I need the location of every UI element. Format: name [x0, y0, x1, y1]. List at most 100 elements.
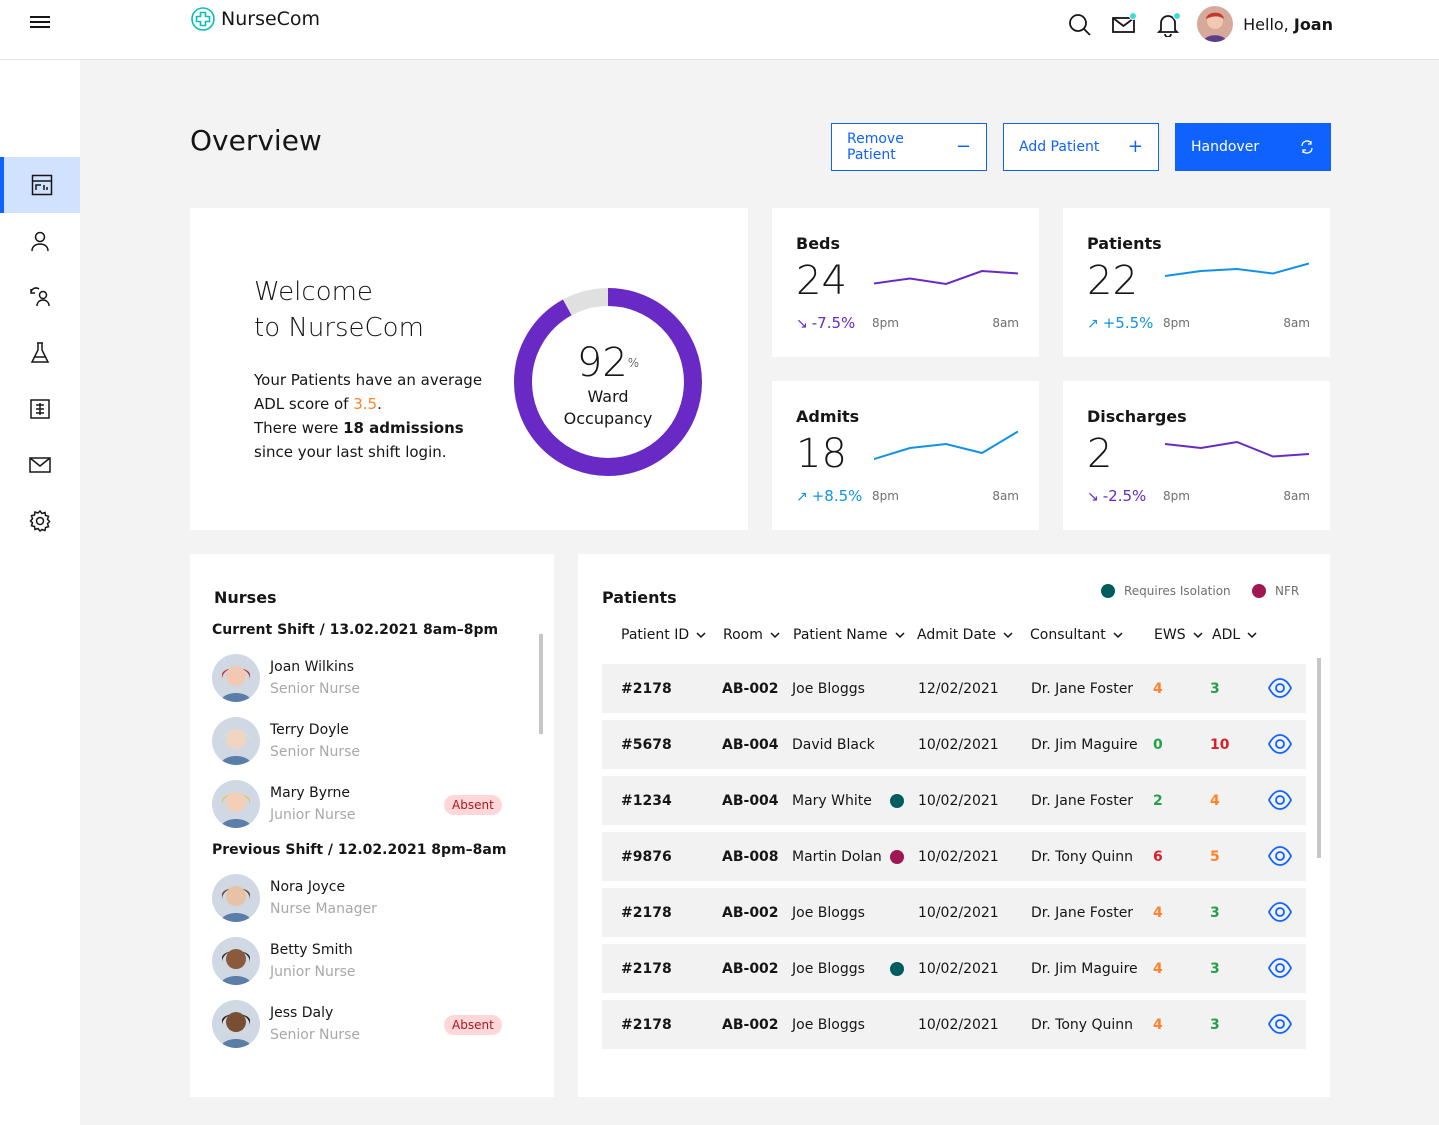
table-row[interactable]: #2178 AB-002 Joe Bloggs 10/02/2021 Dr. J…	[602, 888, 1306, 937]
eye-icon[interactable]	[1267, 789, 1293, 811]
welcome-card: Welcome to NurseCom Your Patients have a…	[190, 208, 748, 530]
patient-name: Joe Bloggs	[792, 960, 865, 977]
chevron-down-icon	[696, 632, 706, 639]
table-row[interactable]: #1234 AB-004 Mary White 10/02/2021 Dr. J…	[602, 776, 1306, 825]
bell-icon[interactable]	[1155, 11, 1182, 38]
eye-icon[interactable]	[1267, 845, 1293, 867]
patients-scrollbar[interactable]	[1317, 658, 1321, 858]
time-end: 8am	[1283, 489, 1310, 503]
stat-change: ↗ +8.5%	[796, 487, 863, 505]
consultant: Dr. Jim Maguire	[1031, 736, 1138, 753]
sidebar-item-records[interactable]	[0, 381, 80, 437]
legend-isolation: Requires Isolation	[1101, 584, 1231, 598]
nurses-panel: Nurses Current Shift / 13.02.2021 8am–8p…	[190, 554, 554, 1097]
add-patient-button[interactable]: Add Patient +	[1003, 123, 1159, 171]
nurse-item[interactable]: Betty Smith Junior Nurse	[212, 936, 482, 986]
stat-title: Beds	[796, 234, 841, 253]
avatar[interactable]	[1197, 6, 1234, 42]
column-header-patient-id[interactable]: Patient ID	[621, 627, 707, 643]
table-row[interactable]: #2178 AB-002 Joe Bloggs 12/02/2021 Dr. J…	[602, 664, 1306, 713]
document-icon	[30, 399, 50, 419]
patient-id: #2178	[621, 680, 672, 697]
sparkline	[874, 430, 1018, 460]
user-name: Joan	[1293, 14, 1333, 34]
nurse-role: Senior Nurse	[270, 681, 361, 697]
column-header-adl[interactable]: ADL	[1212, 627, 1258, 643]
room: AB-002	[722, 904, 779, 921]
absent-badge: Absent	[444, 795, 502, 815]
stat-value: 18	[796, 431, 847, 477]
stat-title: Discharges	[1087, 407, 1187, 426]
patients-panel: Patients Requires Isolation NFR Patient …	[578, 554, 1330, 1097]
occupancy-arc	[514, 288, 702, 476]
absent-badge: Absent	[444, 1015, 502, 1035]
stat-value: 22	[1087, 258, 1138, 304]
sparkline-series	[874, 430, 1018, 460]
eye-icon[interactable]	[1267, 901, 1293, 923]
nurses-scrollbar[interactable]	[539, 634, 543, 734]
nurse-item[interactable]: Terry Doyle Senior Nurse	[212, 716, 482, 766]
nurse-item[interactable]: Joan Wilkins Senior Nurse	[212, 653, 482, 703]
sidebar-item-messages[interactable]	[0, 437, 80, 493]
avatar	[212, 1000, 260, 1048]
app-logo[interactable]: NurseCom	[191, 7, 320, 31]
sparkline	[1165, 262, 1309, 277]
mail-icon[interactable]	[1111, 11, 1138, 37]
table-row[interactable]: #9876 AB-008 Martin Dolan 10/02/2021 Dr.…	[602, 832, 1306, 881]
stat-title: Patients	[1087, 234, 1162, 253]
eye-icon[interactable]	[1267, 957, 1293, 979]
patient-name: David Black	[792, 736, 875, 753]
nurse-item[interactable]: Nora Joyce Nurse Manager	[212, 873, 482, 923]
patient-name: Mary White	[792, 792, 872, 809]
legend-nfr: NFR	[1252, 584, 1299, 598]
stat-value: 2	[1087, 431, 1113, 477]
patient-id: #9876	[621, 848, 672, 865]
logo-icon	[191, 7, 215, 31]
nurse-item[interactable]: Jess Daly Senior Nurse Absent	[212, 999, 502, 1049]
flask-icon	[30, 342, 50, 363]
sidebar-item-lab[interactable]	[0, 325, 80, 381]
column-header-admit-date[interactable]: Admit Date	[917, 627, 1014, 643]
stat-title: Admits	[796, 407, 860, 426]
table-row[interactable]: #2178 AB-002 Joe Bloggs 10/02/2021 Dr. J…	[602, 944, 1306, 993]
nurse-item[interactable]: Mary Byrne Junior Nurse Absent	[212, 779, 502, 829]
remove-patient-button[interactable]: Remove Patient −	[831, 123, 987, 171]
avatar	[212, 937, 260, 985]
gear-icon	[29, 509, 51, 533]
search-icon[interactable]	[1067, 11, 1093, 37]
greeting: Hello, Joan	[1243, 14, 1333, 34]
sidebar-item-settings[interactable]	[0, 493, 80, 549]
time-start: 8pm	[872, 489, 899, 503]
column-header-patient-name[interactable]: Patient Name	[793, 627, 906, 643]
occupancy-label: 92% Ward Occupancy	[563, 340, 653, 428]
chevron-down-icon	[1113, 632, 1123, 639]
column-header-consultant[interactable]: Consultant	[1030, 627, 1124, 643]
sidebar-item-dashboard[interactable]	[0, 157, 80, 213]
table-row[interactable]: #2178 AB-002 Joe Bloggs 10/02/2021 Dr. T…	[602, 1000, 1306, 1049]
nfr-dot	[890, 850, 904, 864]
stat-change: ↗ +5.5%	[1087, 314, 1154, 332]
sidebar-item-profile[interactable]	[0, 213, 80, 269]
welcome-heading: Welcome to NurseCom	[254, 277, 424, 343]
time-start: 8pm	[1163, 316, 1190, 330]
patient-name: Joe Bloggs	[792, 904, 865, 921]
stat-card-beds: Beds 24 ↘ -7.5% 8pm 8am	[772, 208, 1039, 357]
adl-score: 3	[1210, 680, 1220, 697]
handover-label: Handover	[1191, 139, 1260, 155]
time-start: 8pm	[1163, 489, 1190, 503]
handover-button[interactable]: Handover	[1175, 123, 1331, 171]
sidebar-item-users[interactable]	[0, 269, 80, 325]
table-row[interactable]: #5678 AB-004 David Black 10/02/2021 Dr. …	[602, 720, 1306, 769]
current-shift-title: Current Shift / 13.02.2021 8am–8pm	[212, 622, 499, 638]
sparkline-series	[874, 269, 1018, 286]
menu-icon[interactable]	[30, 13, 50, 31]
column-header-room[interactable]: Room	[723, 627, 781, 643]
eye-icon[interactable]	[1267, 733, 1293, 755]
swap-icon	[1301, 140, 1313, 154]
column-header-ews[interactable]: EWS	[1154, 627, 1204, 643]
sparkline	[1165, 440, 1309, 458]
sparkline-series	[1165, 262, 1309, 277]
consultant: Dr. Tony Quinn	[1031, 848, 1134, 865]
eye-icon[interactable]	[1267, 677, 1293, 699]
eye-icon[interactable]	[1267, 1013, 1293, 1035]
